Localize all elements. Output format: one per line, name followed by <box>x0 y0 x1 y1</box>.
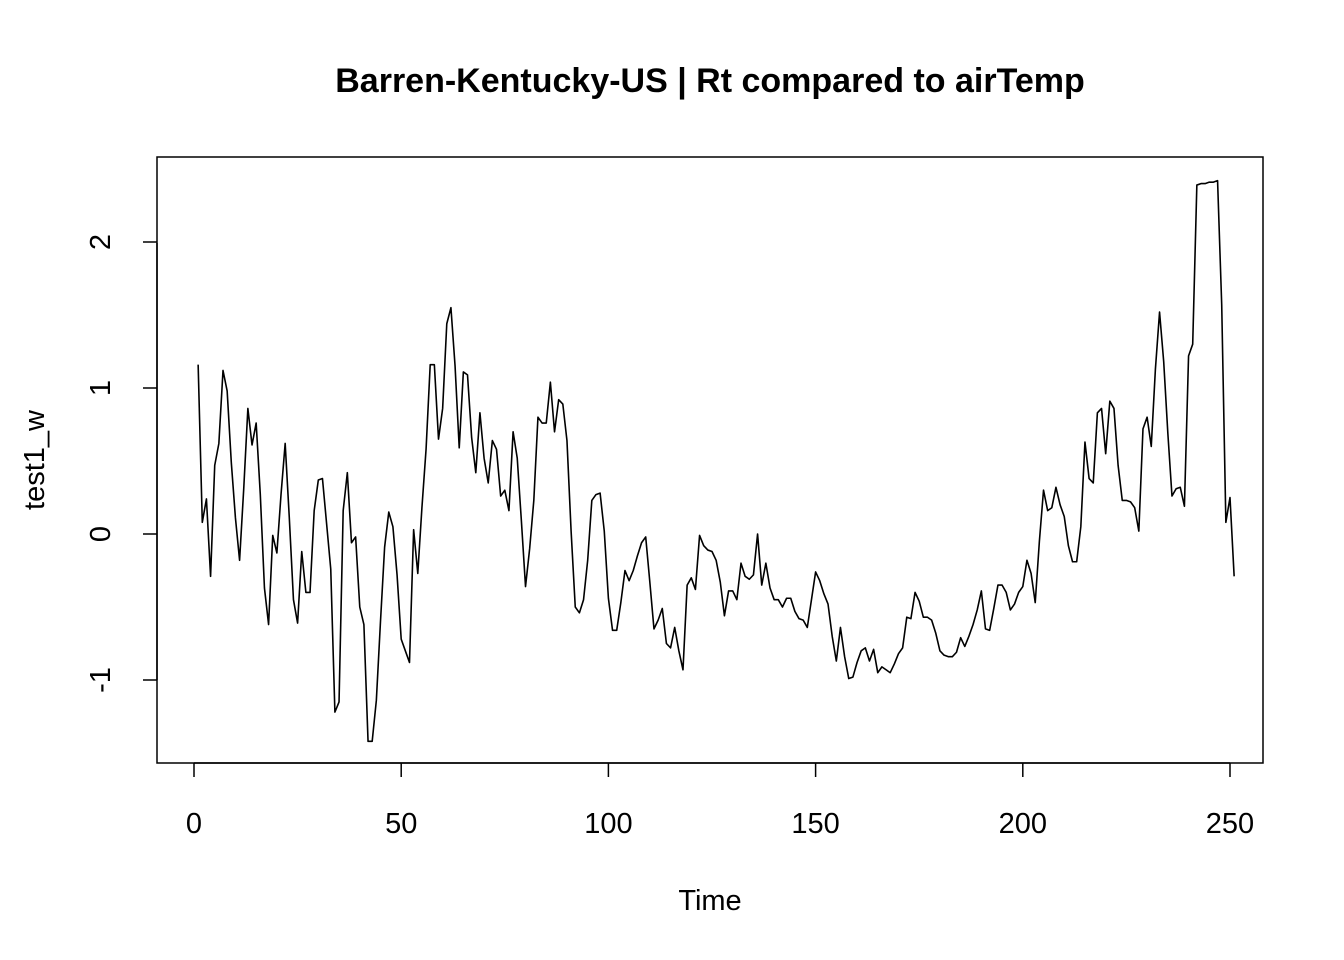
x-tick-label: 200 <box>999 808 1047 840</box>
series-line <box>197 179 1235 743</box>
y-axis-label: test1_w <box>19 409 51 510</box>
x-tick-label: 150 <box>791 808 839 840</box>
x-axis-ticks: 0 50 100 150 200 250 <box>186 763 1254 840</box>
y-axis-ticks: -1 0 1 2 <box>85 234 157 693</box>
chart-title: Barren-Kentucky-US | Rt compared to airT… <box>335 62 1084 100</box>
x-tick-label: 0 <box>186 808 202 840</box>
x-axis-label: Time <box>678 885 741 917</box>
y-tick-label: 0 <box>85 526 117 542</box>
y-tick-label: 1 <box>85 380 117 396</box>
x-tick-label: 50 <box>385 808 417 840</box>
plot-frame <box>156 156 1264 764</box>
x-tick-label: 250 <box>1206 808 1254 840</box>
x-tick-label: 100 <box>584 808 632 840</box>
y-tick-label: 2 <box>85 234 117 250</box>
y-tick-label: -1 <box>85 667 117 693</box>
